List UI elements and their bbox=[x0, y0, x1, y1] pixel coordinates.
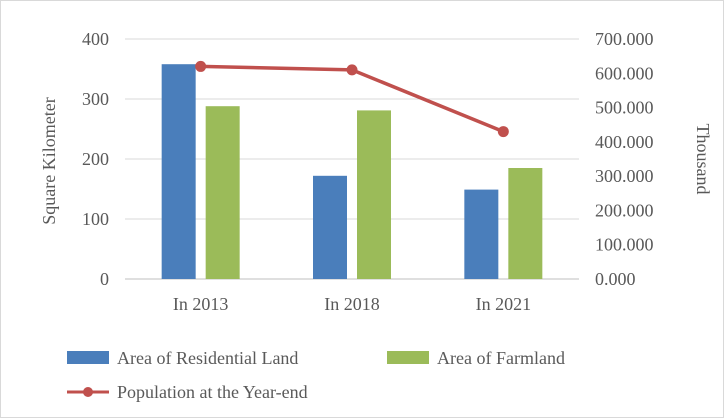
x-tick-label: In 2021 bbox=[476, 294, 532, 314]
legend-label-farmland: Area of Farmland bbox=[437, 348, 565, 368]
line-marks bbox=[195, 60, 509, 138]
legend-swatch-farmland bbox=[387, 351, 429, 364]
x-tick-label: In 2018 bbox=[324, 294, 380, 314]
x-tick-label: In 2013 bbox=[173, 294, 229, 314]
y-tick-label: 300 bbox=[82, 89, 109, 109]
y2-axis-title: Thousand bbox=[693, 124, 713, 195]
bar-residential bbox=[161, 64, 196, 279]
legend-swatch-residential bbox=[67, 351, 109, 364]
legend: Area of Residential Land Area of Farmlan… bbox=[67, 348, 565, 402]
y2-tick-label: 300.000 bbox=[595, 166, 654, 186]
y2-tick-label: 600.000 bbox=[595, 63, 654, 83]
y-tick-label: 200 bbox=[82, 149, 109, 169]
y-axis-title: Square Kilometer bbox=[39, 97, 59, 224]
bar-farmland bbox=[508, 168, 543, 279]
bar-marks bbox=[161, 64, 543, 280]
x-axis-ticks: In 2013 In 2018 In 2021 bbox=[173, 294, 531, 314]
y2-tick-label: 100.000 bbox=[595, 235, 654, 255]
bar-farmland bbox=[205, 106, 240, 279]
y2-tick-label: 700.000 bbox=[595, 29, 654, 49]
bar-residential bbox=[464, 189, 499, 279]
y-tick-label: 0 bbox=[100, 269, 109, 289]
population-point bbox=[195, 60, 207, 72]
population-point bbox=[346, 64, 358, 76]
population-point bbox=[497, 126, 509, 138]
right-axis-ticks: 0.000 100.000 200.000 300.000 400.000 500.000… bbox=[595, 29, 654, 289]
legend-label-population: Population at the Year-end bbox=[117, 382, 308, 402]
left-axis-ticks: 0 100 200 300 400 bbox=[82, 29, 109, 289]
y2-tick-label: 200.000 bbox=[595, 200, 654, 220]
y2-tick-label: 0.000 bbox=[595, 269, 636, 289]
legend-label-residential: Area of Residential Land bbox=[117, 348, 298, 368]
legend-swatch-population-marker bbox=[83, 387, 93, 397]
bar-farmland bbox=[357, 110, 391, 280]
y2-tick-label: 500.000 bbox=[595, 98, 654, 118]
gridlines bbox=[125, 38, 579, 280]
bar-residential bbox=[313, 175, 347, 279]
y2-tick-label: 400.000 bbox=[595, 132, 654, 152]
y-tick-label: 100 bbox=[82, 209, 109, 229]
y-tick-label: 400 bbox=[82, 29, 109, 49]
